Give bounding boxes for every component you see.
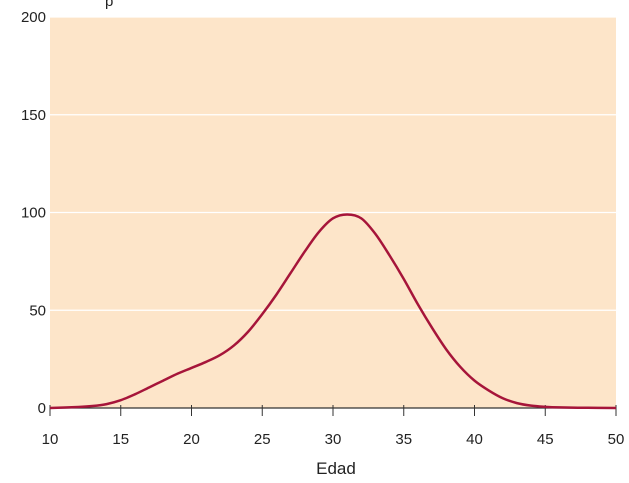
x-axis: 10 15 20 25 30 35 40 45 50	[42, 405, 625, 448]
x-tick-label: 30	[325, 431, 342, 448]
x-tick-label: 25	[254, 431, 271, 448]
y-tick-label: 150	[21, 107, 46, 124]
x-tick-label: 10	[42, 431, 59, 448]
y-tick-label: 100	[21, 205, 46, 222]
series-line	[49, 213, 617, 410]
y-tick-label: 50	[29, 302, 46, 319]
y-tick-label: 200	[21, 9, 46, 26]
x-tick-label: 35	[395, 431, 412, 448]
x-tick-label: 40	[466, 431, 483, 448]
x-tick-label: 50	[608, 431, 625, 448]
gridlines	[50, 16, 616, 311]
x-axis-title: Edad	[316, 459, 356, 478]
y-axis: 0 50 100 150 200	[21, 9, 46, 417]
x-tick-label: 45	[537, 431, 554, 448]
x-tick-label: 15	[112, 431, 129, 448]
y-tick-label: 0	[38, 400, 46, 417]
top-partial-label: p	[105, 0, 113, 10]
x-tick-label: 20	[183, 431, 200, 448]
